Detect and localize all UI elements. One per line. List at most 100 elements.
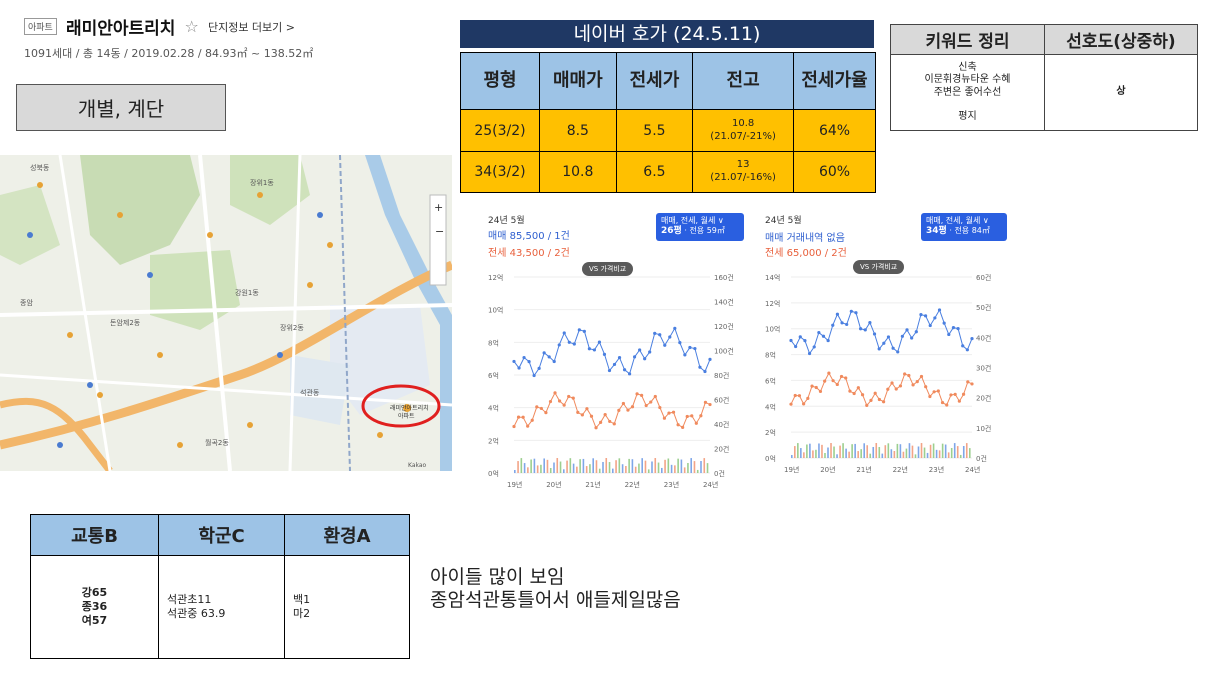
cell-sale: 10.8: [539, 150, 617, 194]
volume-bar: [612, 468, 614, 473]
transport-line: 강65: [81, 586, 108, 600]
y2-tick-label: 10건: [976, 424, 991, 433]
park-area: [230, 155, 310, 225]
chart-period: 24년 5월: [488, 216, 525, 226]
zoom-out-icon[interactable]: −: [435, 225, 444, 238]
volume-bar: [851, 444, 853, 458]
volume-bar: [815, 449, 817, 458]
rent-series-point: [653, 394, 657, 399]
volume-bar: [812, 450, 814, 458]
volume-bar: [517, 461, 519, 473]
cell-peak: 10.8 (21.07/-21%): [692, 109, 794, 152]
keyword-line: 이문휘경뉴타운 수혜: [924, 74, 1011, 85]
volume-bar: [543, 458, 545, 473]
river: [365, 155, 452, 471]
rent-series-point: [932, 390, 936, 394]
rent-series-point: [544, 411, 548, 415]
volume-bar: [677, 458, 679, 473]
x-tick-label: 20년: [546, 480, 561, 489]
area-map[interactable]: 강원1동 장위2동 월곡2동 종암 성북동 돈암제2동 장위1동 석관동 래미안…: [0, 155, 452, 471]
rent-series-point: [589, 414, 594, 418]
volume-bar: [899, 444, 902, 458]
trade-series-point: [854, 311, 858, 315]
volume-bar: [836, 454, 838, 458]
size-selector-button[interactable]: 매매, 전세, 월세 ∨ 34평 · 전용 84㎡: [921, 213, 1007, 242]
badge-size: 26평: [661, 226, 682, 237]
trade-series-point: [807, 351, 812, 356]
trade-series-point: [914, 330, 918, 334]
y-tick-label: 12억: [488, 274, 503, 282]
volume-bar: [621, 464, 624, 473]
rent-series-point: [580, 413, 584, 417]
volume-bar: [902, 451, 905, 458]
volume-bar: [651, 461, 653, 473]
rent-series-point: [553, 391, 557, 395]
map-zoom-controls[interactable]: [429, 194, 447, 286]
trade-series-point: [896, 350, 900, 354]
rent-series-point: [658, 405, 662, 410]
trade-series-point: [863, 328, 867, 332]
volume-bar: [559, 461, 562, 473]
volume-bar: [848, 451, 850, 458]
rent-series-point: [681, 425, 685, 430]
volume-bar: [854, 443, 856, 458]
y2-tick-label: 50건: [976, 303, 991, 312]
badge-filter-label: 매매, 전세, 월세 ∨: [926, 216, 989, 225]
cell-sale: 8.5: [539, 109, 617, 152]
environment-line: 마2: [293, 607, 311, 620]
volume-bar: [950, 448, 953, 458]
rent-series-point: [516, 415, 521, 419]
chart-rent-summary: 전세 43,500 / 2건: [488, 248, 570, 259]
volume-bar: [809, 443, 811, 458]
volume-bar: [595, 460, 598, 473]
y-tick-label: 2억: [765, 429, 776, 437]
size-selector-button[interactable]: 매매, 전세, 월세 ∨ 26평 · 전용 59㎡: [656, 213, 744, 242]
rent-series-point: [526, 424, 530, 428]
rent-series-point: [802, 402, 806, 406]
naver-price-table: 평형 매매가 전세가 전고 전세가율 25(3/2) 8.5 5.5 10.8 …: [459, 51, 876, 194]
volume-bar: [929, 444, 932, 458]
volume-bar: [706, 463, 709, 473]
volume-bar: [944, 444, 947, 458]
favorite-star-icon[interactable]: ☆: [184, 17, 199, 36]
trade-series-point: [794, 344, 798, 349]
col-school: 학군C: [158, 514, 285, 556]
map-place-label: 성북동: [30, 163, 50, 172]
memo-line: 아이들 많이 보임: [430, 566, 565, 588]
more-info-link[interactable]: 단지정보 더보기 >: [207, 20, 296, 34]
rent-series-point: [649, 400, 653, 404]
rent-series-point: [936, 389, 940, 393]
compare-button[interactable]: VS 가격비교: [853, 260, 905, 274]
trade-series-point: [658, 333, 662, 337]
zoom-in-icon[interactable]: +: [434, 201, 443, 214]
volume-bar: [589, 464, 591, 473]
trade-series-point: [923, 314, 928, 318]
col-transport: 교통B: [30, 514, 159, 556]
rent-series-point: [818, 389, 823, 394]
trade-series-point: [668, 335, 672, 339]
rent-series-point: [585, 407, 589, 411]
school-line: 석관중 63.9: [167, 607, 226, 620]
trade-series-point: [542, 351, 546, 355]
volume-bar: [797, 443, 799, 458]
volume-bar: [806, 444, 808, 458]
trade-series-point: [942, 321, 946, 325]
volume-bar: [530, 459, 532, 473]
volume-bar: [631, 459, 634, 473]
trade-series-point: [653, 331, 657, 335]
volume-bar: [647, 469, 650, 473]
target-marker-sublabel: 아파트: [398, 412, 415, 420]
volume-bar: [644, 460, 647, 473]
compare-button[interactable]: VS 가격비교: [582, 262, 634, 276]
rent-series-point: [835, 382, 839, 387]
volume-bar: [700, 461, 702, 473]
memo-note: 아이들 많이 보임 종암석관통틀어서 애들제일많음: [430, 566, 830, 612]
volume-bar: [914, 454, 917, 458]
rent-series-point: [823, 379, 827, 383]
x-tick-label: 21년: [856, 465, 871, 474]
volume-bar: [523, 463, 526, 473]
badge-area: · 전용 84㎡: [949, 226, 990, 236]
trade-series-point: [537, 366, 541, 370]
trade-series-point: [622, 368, 627, 372]
rent-series-point: [945, 403, 949, 407]
